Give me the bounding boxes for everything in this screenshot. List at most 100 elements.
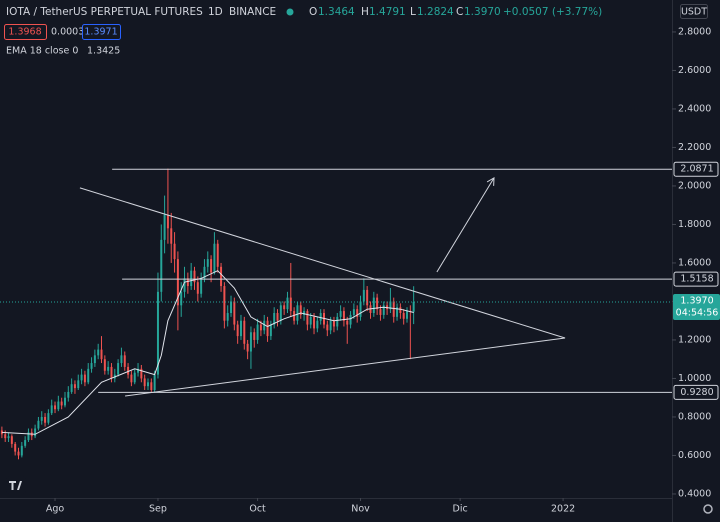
level-tag — [673, 271, 719, 287]
candle-body — [97, 349, 100, 356]
candle-body — [7, 436, 10, 439]
candle-body — [276, 313, 279, 321]
y-tick-label: 2.6000 — [678, 65, 711, 76]
level-label: 2.0871 — [680, 164, 713, 175]
candle-body — [220, 266, 223, 287]
currency-box[interactable] — [680, 4, 708, 19]
candle-body — [283, 305, 286, 310]
y-tick-label: 1.6000 — [678, 257, 711, 268]
sell-price[interactable]: 1.3968 — [8, 27, 41, 38]
countdown: 04:54:56 — [676, 308, 719, 319]
x-tick-label: Nov — [351, 504, 370, 515]
y-tick-label: 0.4000 — [678, 488, 711, 499]
candle-body — [137, 368, 140, 373]
ema-line — [1, 270, 414, 435]
x-tick-label: Oct — [249, 504, 266, 515]
y-tick-label: 0.8000 — [678, 411, 711, 422]
candle-body — [63, 397, 66, 406]
candle-body — [176, 259, 179, 306]
candle-body — [117, 363, 120, 375]
candle-body — [40, 416, 43, 421]
candle-body — [339, 311, 342, 317]
level-label: 0.9280 — [680, 387, 713, 398]
candle-body — [77, 380, 80, 389]
buy-box[interactable] — [82, 24, 121, 40]
candle-body — [406, 311, 409, 319]
candle-body — [210, 259, 213, 273]
candle-body — [160, 239, 163, 292]
candle-body — [166, 214, 169, 229]
y-tick-label: 2.0000 — [678, 180, 711, 191]
candle-body — [27, 432, 30, 441]
candle-body — [123, 355, 126, 367]
y-tick-label: 2.4000 — [678, 103, 711, 114]
candle-body — [346, 320, 349, 325]
candle-body — [83, 374, 86, 383]
candle-body — [130, 374, 133, 383]
open-label: O — [309, 6, 317, 18]
candle-body — [389, 301, 392, 310]
candle-body — [273, 313, 276, 325]
candle-body — [326, 324, 329, 331]
candle-body — [120, 355, 123, 364]
candle-body — [249, 332, 252, 352]
candle-body — [24, 440, 27, 446]
candle-body — [226, 313, 229, 321]
candle-body — [183, 278, 186, 292]
candle-body — [376, 297, 379, 310]
candle-body — [332, 320, 335, 327]
candle-body — [223, 286, 226, 321]
candle-body — [236, 324, 239, 337]
y-tick-label: 0.6000 — [678, 450, 711, 461]
candle-body — [379, 309, 382, 315]
candle-body — [103, 359, 106, 371]
candle-body — [173, 243, 176, 260]
status-dot — [286, 8, 294, 16]
candle-body — [342, 311, 345, 321]
candle-body — [90, 363, 93, 369]
candle-body — [399, 307, 402, 314]
candle-body — [382, 305, 385, 315]
buy-price[interactable]: 1.3971 — [84, 27, 117, 38]
candle-body — [150, 382, 153, 391]
candle-body — [309, 316, 312, 325]
candle-body — [216, 243, 219, 267]
candle-body — [57, 401, 60, 410]
candle-body — [163, 214, 166, 240]
candle-body — [253, 332, 256, 340]
candle-body — [17, 451, 20, 456]
candle-body — [239, 320, 242, 337]
logo — [6, 476, 26, 494]
candle-body — [259, 324, 262, 331]
candle-body — [319, 313, 322, 321]
x-tick-label: Sep — [149, 504, 167, 515]
last-price-label: 1.3970 — [680, 296, 713, 307]
settings-icon[interactable] — [703, 504, 713, 514]
candle-body — [140, 368, 143, 379]
trendline — [125, 337, 566, 397]
close-label: C — [456, 6, 463, 18]
candle-body — [47, 413, 50, 423]
overlay: IOTA / TetherUS PERPETUAL FUTURES 1D BIN… — [4, 4, 713, 514]
candle-body — [349, 314, 352, 325]
sell-box[interactable] — [4, 24, 47, 40]
candle-body — [289, 297, 292, 312]
candle-body — [50, 405, 53, 414]
candle-body — [246, 343, 249, 352]
candle-body — [279, 305, 282, 321]
candle-body — [233, 301, 236, 325]
candle-body — [203, 266, 206, 279]
candle-body — [80, 374, 83, 381]
candle-body — [44, 416, 47, 423]
symbol: IOTA / TetherUS PERPETUAL FUTURES — [6, 6, 203, 18]
candle-body — [186, 278, 189, 287]
level-tag — [673, 384, 719, 400]
last-price-tag — [673, 294, 720, 321]
candle-body — [110, 366, 113, 379]
currency[interactable]: USDT — [681, 7, 707, 18]
candle-body — [396, 307, 399, 317]
candle-body — [372, 297, 375, 314]
